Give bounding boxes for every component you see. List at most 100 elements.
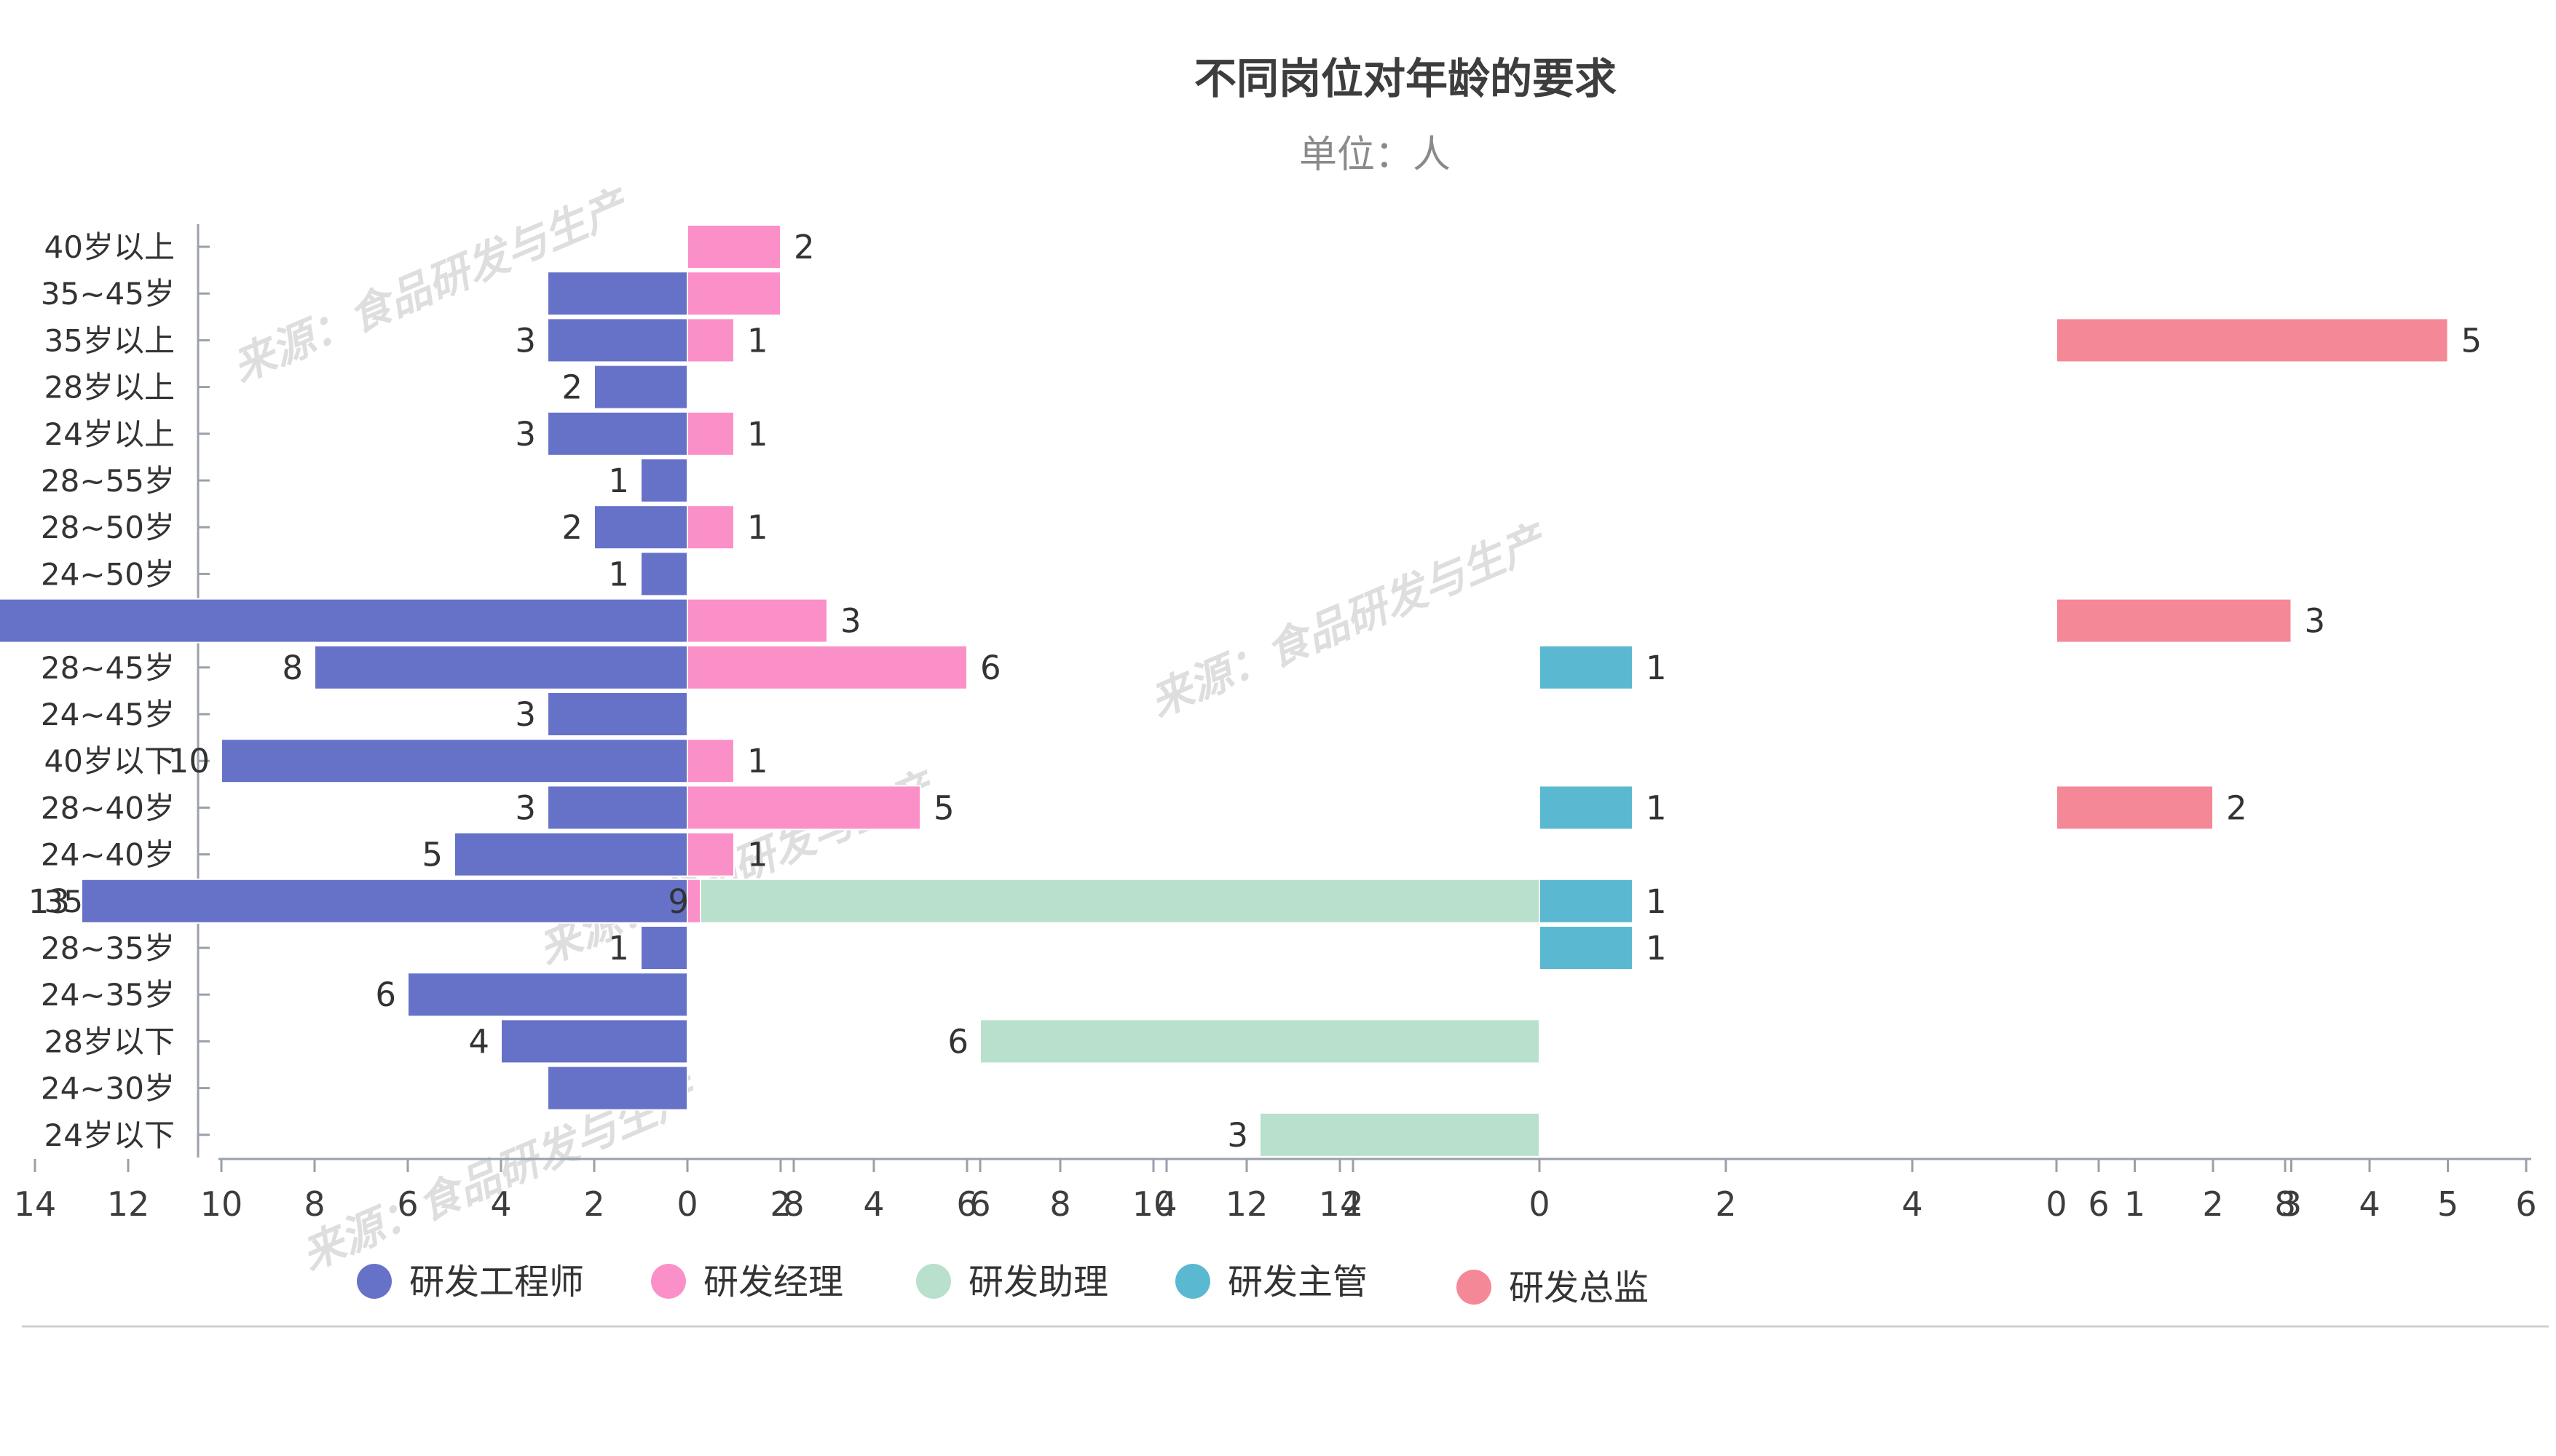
plot-area: 40岁以上35~45岁35岁以上28岁以上24岁以上28~55岁28~50岁24… — [0, 224, 2537, 1224]
legend-label: 研发总监 — [1509, 1267, 1649, 1308]
value-tick-label: 4 — [1901, 1184, 1922, 1224]
value-tick-label: 0 — [677, 1184, 698, 1224]
category-label: 24岁以上 — [44, 416, 175, 452]
category-label: 28~55岁 — [41, 463, 175, 499]
data-label: 13 — [28, 882, 70, 921]
bar[interactable] — [687, 831, 735, 877]
bar[interactable] — [2056, 317, 2449, 363]
value-tick-label: 3 — [2281, 1184, 2302, 1224]
value-tick-label: 6 — [2088, 1184, 2109, 1224]
bar[interactable] — [81, 878, 688, 924]
data-label: 5 — [934, 788, 955, 827]
bar[interactable] — [547, 785, 688, 831]
bar[interactable] — [407, 972, 688, 1018]
bar[interactable] — [687, 738, 735, 784]
data-label: 1 — [1646, 649, 1667, 687]
bar[interactable] — [1539, 878, 1633, 924]
bar[interactable] — [314, 644, 688, 690]
bar[interactable] — [1539, 785, 1633, 831]
legend-item[interactable]: 研发经理 — [651, 1262, 843, 1302]
data-label: 6 — [375, 976, 396, 1014]
category-label: 24岁以下 — [44, 1117, 175, 1153]
data-label: 1 — [1646, 788, 1667, 827]
value-tick-label: 10 — [200, 1184, 243, 1224]
category-label: 28岁以下 — [44, 1024, 175, 1059]
data-label: 1 — [608, 929, 629, 968]
value-tick-label: 10 — [1132, 1184, 1175, 1224]
value-tick-label: 4 — [490, 1184, 511, 1224]
bar[interactable] — [979, 1018, 1540, 1064]
data-label: 1 — [1646, 929, 1667, 968]
data-label: 3 — [840, 602, 861, 641]
data-label: 10 — [168, 742, 210, 780]
legend-item[interactable]: 研发工程师 — [357, 1262, 584, 1302]
data-label: 5 — [422, 836, 443, 874]
legend-label: 研发主管 — [1228, 1262, 1368, 1302]
category-label: 24~30岁 — [41, 1071, 175, 1107]
data-label: 6 — [947, 1022, 969, 1061]
data-label: 3 — [515, 321, 536, 360]
value-tick-label: 2 — [1342, 1184, 1363, 1224]
legend-item[interactable]: 研发总监 — [1456, 1267, 1649, 1308]
legend[interactable]: 研发工程师 研发经理 研发助理 研发主管 研发总监 — [357, 1262, 1649, 1308]
bar[interactable] — [1539, 925, 1633, 970]
value-tick-label: 6 — [969, 1184, 990, 1224]
bar[interactable] — [1259, 1112, 1540, 1158]
data-label: 2 — [561, 368, 583, 407]
value-tick-label: 6 — [956, 1184, 977, 1224]
value-tick-label: 4 — [863, 1184, 884, 1224]
bar[interactable] — [700, 878, 1540, 924]
category-label: 24~50岁 — [41, 556, 175, 592]
data-label: 1 — [747, 415, 768, 454]
bar[interactable] — [547, 317, 688, 363]
bar[interactable] — [687, 317, 735, 363]
bar[interactable] — [687, 785, 921, 831]
value-tick-label: 8 — [304, 1184, 325, 1224]
data-label: 1 — [747, 321, 768, 360]
data-label: 1 — [608, 555, 629, 593]
bar[interactable] — [547, 411, 688, 456]
bar[interactable] — [547, 692, 688, 737]
bar[interactable] — [687, 271, 781, 317]
value-tick-label: 1 — [2124, 1184, 2145, 1224]
bar[interactable] — [687, 644, 968, 690]
bar[interactable] — [2056, 785, 2214, 831]
bar[interactable] — [0, 598, 688, 644]
bar[interactable] — [640, 925, 688, 970]
data-label: 4 — [468, 1022, 489, 1061]
data-label: 1 — [747, 836, 768, 874]
bar[interactable] — [687, 598, 828, 644]
value-tick-label: 2 — [1715, 1184, 1736, 1224]
bar[interactable] — [593, 364, 688, 410]
value-tick-label: 8 — [1049, 1184, 1070, 1224]
bar[interactable] — [547, 1065, 688, 1111]
value-tick-label: 4 — [2359, 1184, 2380, 1224]
bar[interactable] — [221, 738, 688, 784]
category-label: 28~40岁 — [41, 790, 175, 826]
data-label: 5 — [2461, 321, 2482, 360]
bar[interactable] — [687, 224, 781, 269]
bar[interactable] — [640, 551, 688, 597]
bar[interactable] — [1539, 644, 1633, 690]
data-label: 3 — [2305, 602, 2326, 641]
legend-item[interactable]: 研发主管 — [1175, 1262, 1368, 1302]
bar[interactable] — [687, 411, 735, 456]
value-tick-label: 2 — [770, 1184, 791, 1224]
value-tick-label: 12 — [1226, 1184, 1269, 1224]
data-label: 9 — [668, 882, 689, 921]
bar[interactable] — [547, 271, 688, 317]
bar[interactable] — [687, 505, 735, 550]
category-label: 28~45岁 — [41, 650, 175, 686]
bar[interactable] — [454, 831, 688, 877]
bar[interactable] — [500, 1018, 688, 1064]
legend-marker — [1175, 1264, 1210, 1299]
value-tick-label: 12 — [107, 1184, 150, 1224]
bar[interactable] — [2056, 598, 2292, 644]
legend-marker — [357, 1264, 392, 1299]
legend-item[interactable]: 研发助理 — [916, 1262, 1108, 1302]
bar[interactable] — [640, 458, 688, 503]
value-tick-label: 0 — [2046, 1184, 2067, 1224]
data-label: 1 — [1646, 882, 1667, 921]
bar[interactable] — [593, 505, 688, 550]
